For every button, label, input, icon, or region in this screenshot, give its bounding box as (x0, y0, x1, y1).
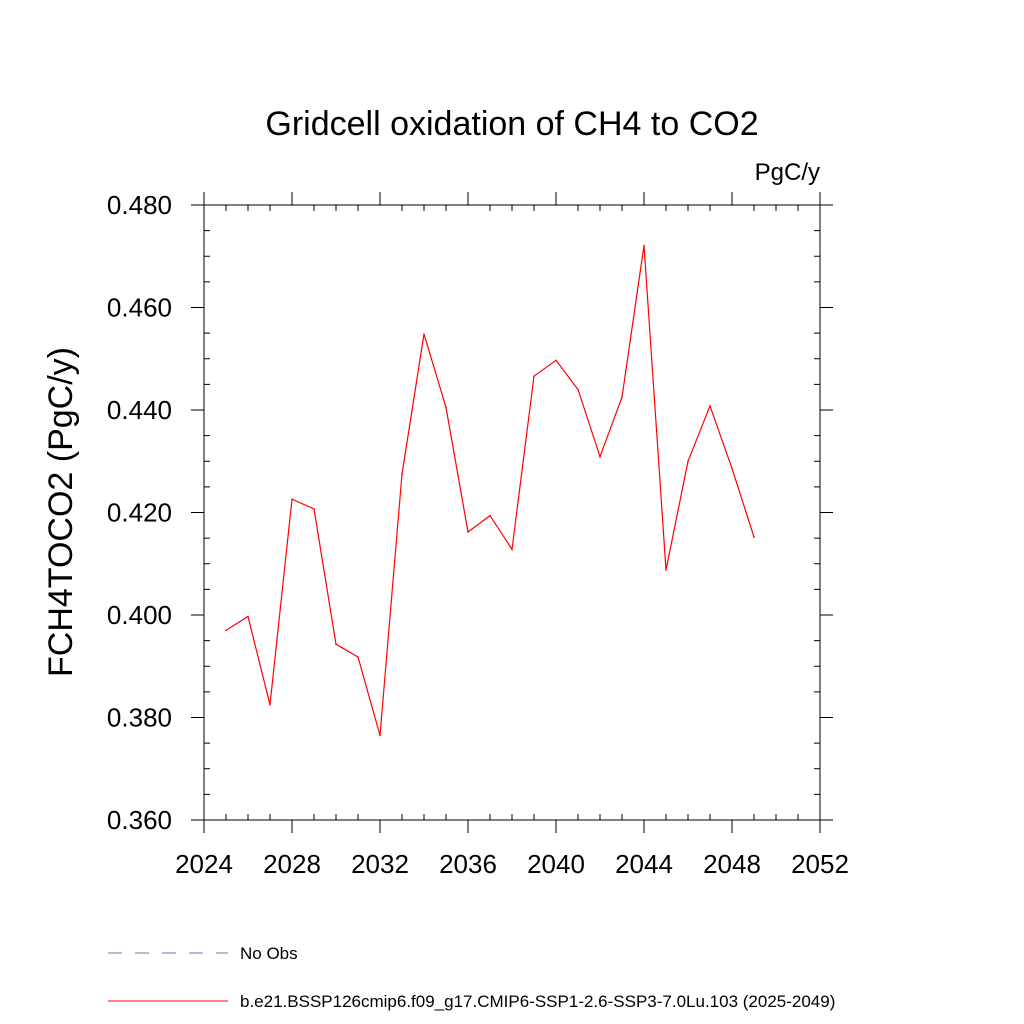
x-tick-label: 2040 (527, 849, 585, 879)
y-tick-label: 0.360 (107, 805, 172, 835)
x-tick-label: 2052 (791, 849, 849, 879)
data-point (445, 406, 447, 409)
axes (203, 204, 821, 821)
x-tick-label: 2024 (175, 849, 233, 879)
y-tick-label: 0.400 (107, 600, 172, 630)
y-axis-label: FCH4TOCO2 (PgC/y) (42, 347, 80, 677)
legend: No Obs b.e21.BSSP126cmip6.f09_g17.CMIP6-S… (108, 944, 835, 1011)
tick-labels: 2024 2028 2032 2036 2040 2044 2048 2052 0.360 0.3… (107, 190, 849, 879)
data-point (753, 536, 755, 538)
data-point (335, 643, 337, 646)
data-point (467, 531, 469, 533)
x-tick-label: 2036 (439, 849, 497, 879)
units-label: PgC/y (755, 159, 820, 186)
data-point (423, 333, 425, 335)
data-point (511, 548, 513, 551)
x-tick-label: 2028 (263, 849, 321, 879)
data-point (357, 656, 359, 658)
legend-label: b.e21.BSSP126cmip6.f09_g17.CMIP6-SSP1-2.… (240, 992, 835, 1011)
x-tick-label: 2032 (351, 849, 409, 879)
y-tick-label: 0.440 (107, 395, 172, 425)
data-point (731, 467, 733, 470)
data-point (225, 629, 227, 632)
chart-title: Gridcell oxidation of CH4 to CO2 (265, 105, 758, 143)
data-point (621, 396, 623, 398)
series-group (225, 244, 755, 737)
data-point (577, 388, 579, 391)
data-point (555, 359, 557, 362)
x-tick-label: 2044 (615, 849, 673, 879)
data-point (687, 460, 689, 463)
data-point (313, 508, 315, 510)
series-line (225, 245, 755, 736)
data-point (379, 734, 381, 737)
data-point (269, 703, 271, 706)
y-tick-label: 0.480 (107, 190, 172, 220)
y-tick-label: 0.460 (107, 293, 172, 323)
y-tick-label: 0.420 (107, 498, 172, 528)
y-tick-label: 0.380 (107, 703, 172, 733)
data-point (643, 244, 645, 247)
legend-label: No Obs (240, 944, 298, 963)
plot-frame (203, 204, 821, 821)
data-point (709, 405, 711, 407)
data-point (291, 498, 293, 500)
data-point (247, 615, 249, 618)
data-point (665, 569, 667, 571)
data-point (599, 455, 601, 458)
data-point (401, 473, 403, 475)
x-tick-label: 2048 (703, 849, 761, 879)
data-point (489, 514, 491, 517)
tick-marks (191, 192, 833, 833)
data-point (533, 375, 535, 377)
